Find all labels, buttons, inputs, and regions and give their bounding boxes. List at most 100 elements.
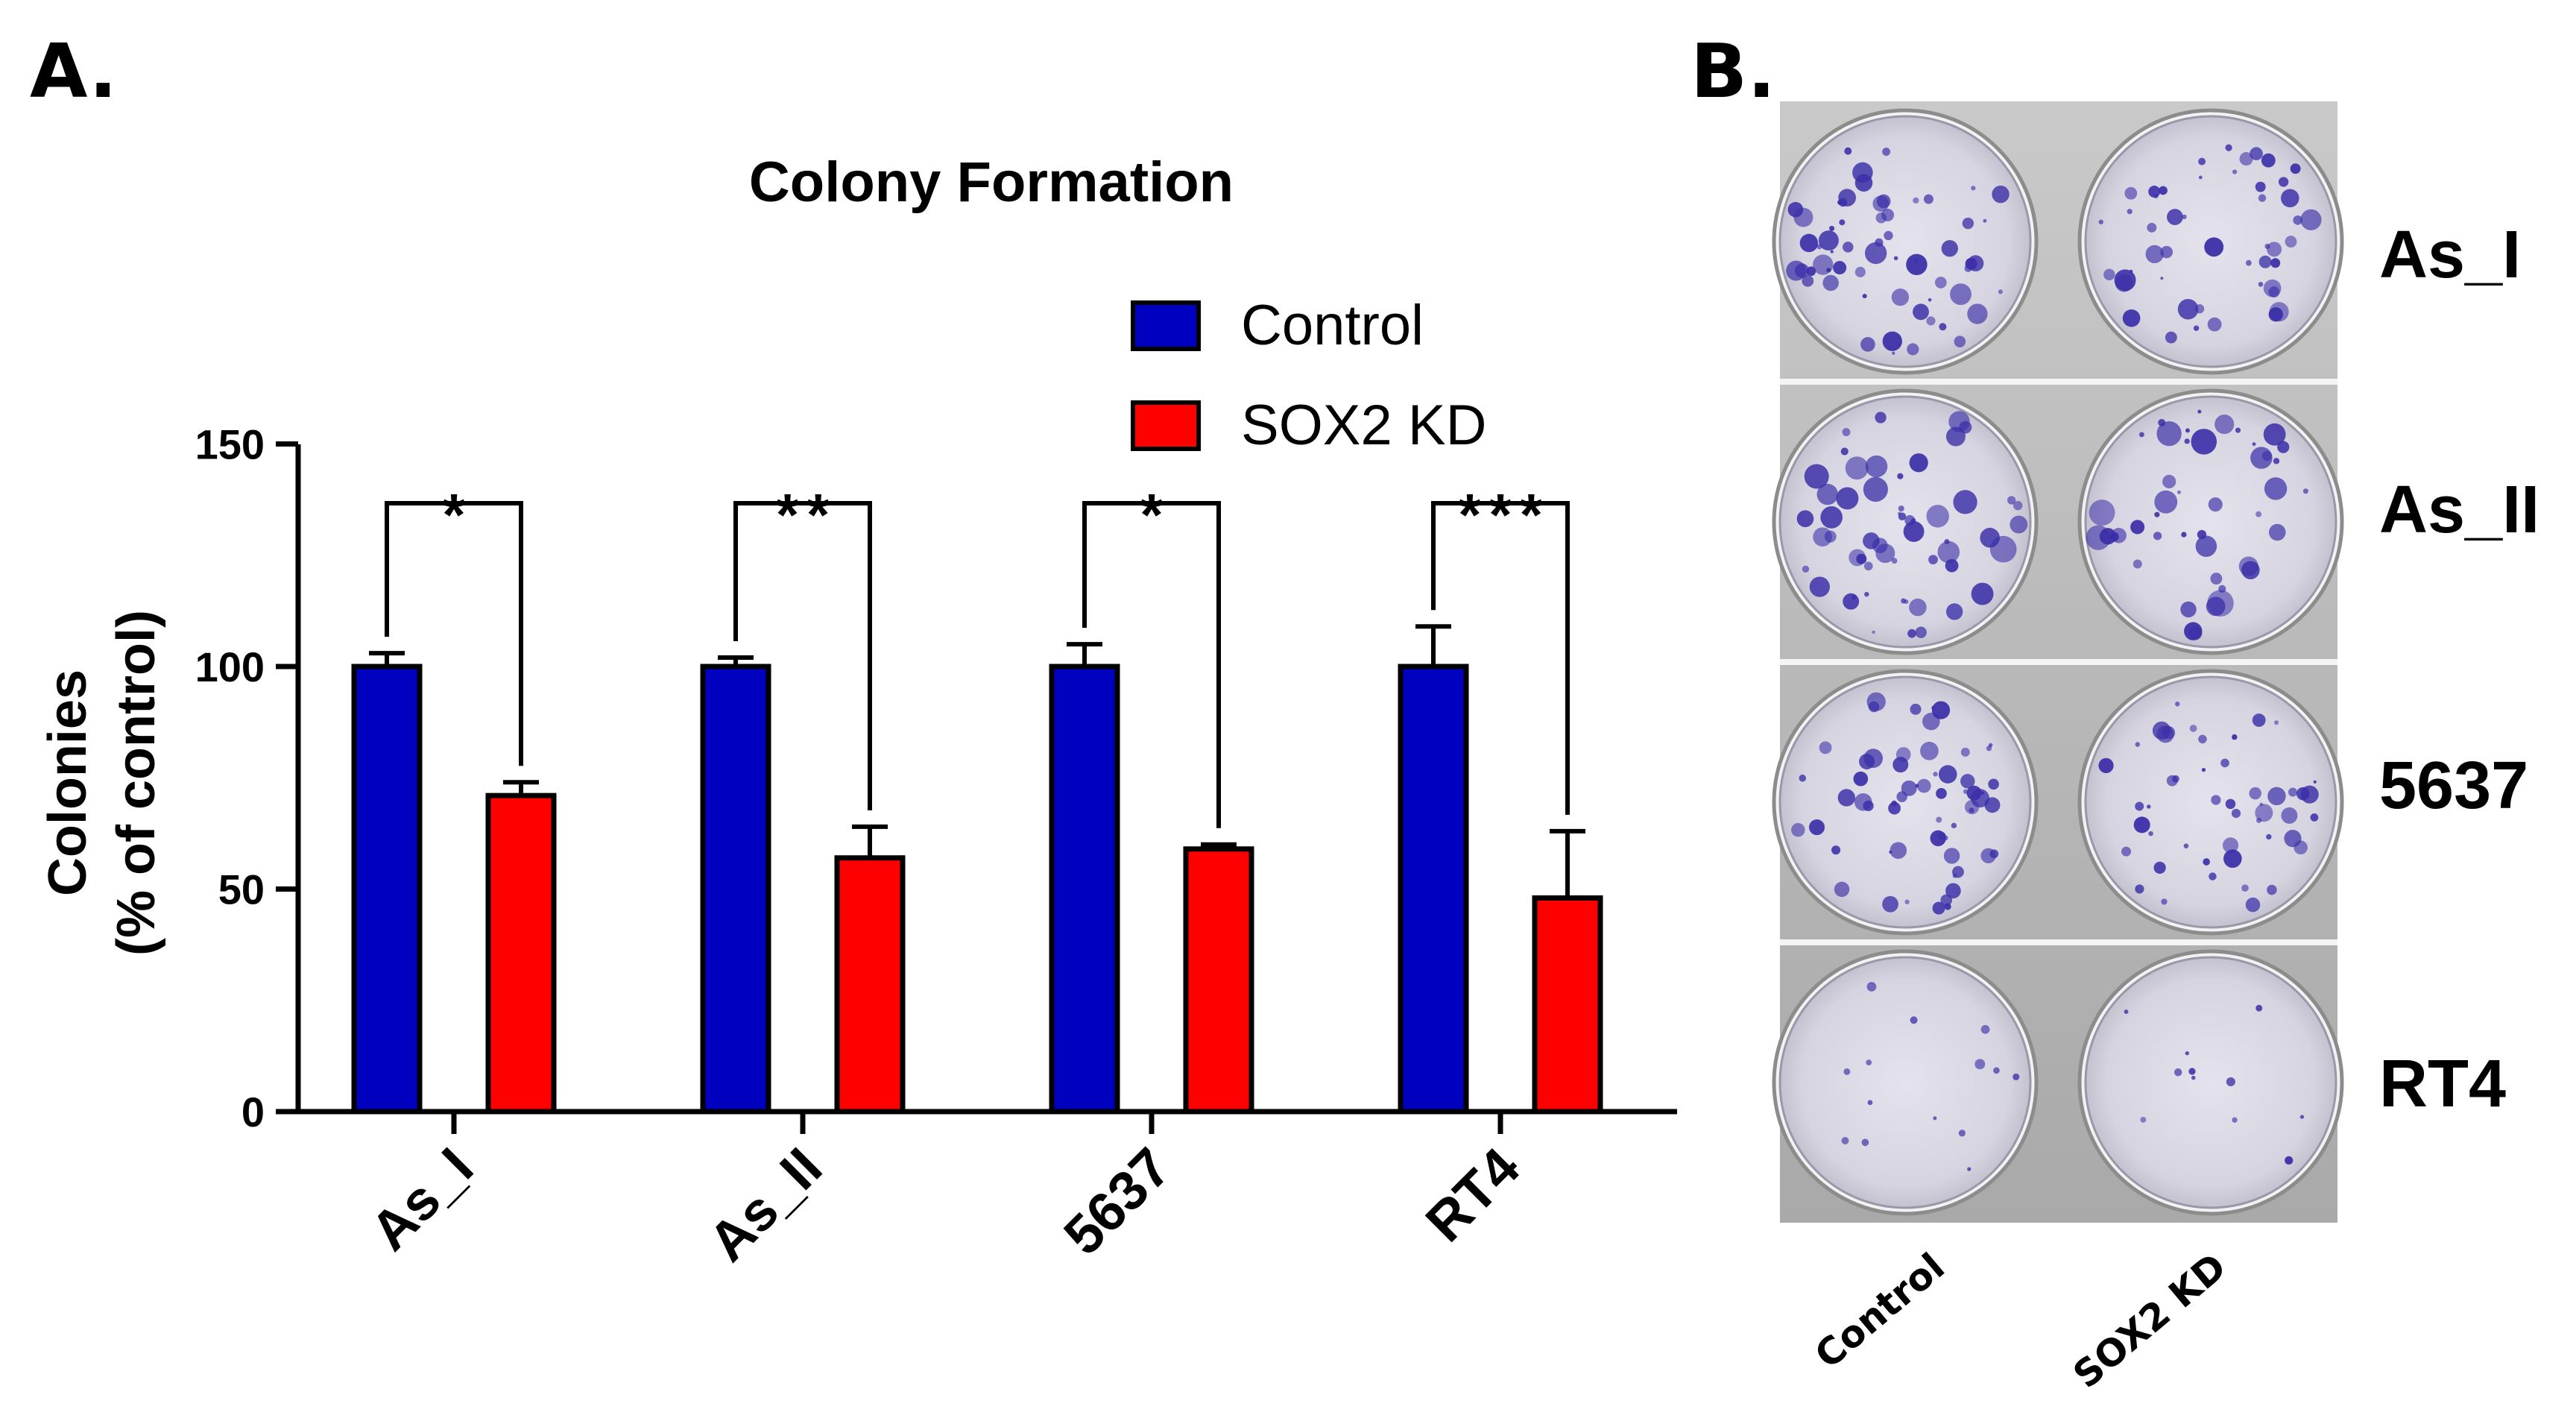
legend: Control SOX2 KD (1131, 294, 1486, 457)
colony-dot (1872, 630, 1875, 634)
colony-dot (1907, 343, 1919, 356)
colony-dot (1799, 233, 1819, 253)
legend-swatch-sox2kd (1131, 400, 1201, 451)
colony-dot (2268, 307, 2283, 322)
bar-sox2-kd-as-i (485, 793, 557, 1115)
colony-dot (2130, 520, 2145, 535)
colony-dot (1910, 703, 1922, 715)
colony-dot (1840, 447, 1849, 456)
colony-dot (2161, 898, 2168, 905)
colony-dot (1864, 591, 1869, 597)
colony-dot (1863, 561, 1873, 571)
colony-dot (1923, 194, 1933, 204)
panel-a: A. Colony Formation Control SOX2 KD Colo… (30, 28, 1677, 1273)
colony-dot (2255, 181, 2266, 192)
colony-dot (2232, 734, 2238, 740)
x-tick-label-as-ii: As_II (697, 1136, 834, 1273)
colony-dot (2235, 427, 2241, 433)
colony-dot (1940, 894, 1953, 907)
colony-dot (2238, 556, 2258, 576)
colony-dot (2239, 152, 2253, 166)
bar-control-as-i (351, 664, 423, 1115)
colony-dot (2166, 775, 2178, 787)
significance-label-as-i: * (442, 482, 473, 548)
colony-dot (1866, 982, 1877, 992)
colony-dot (1993, 1067, 2000, 1074)
colony-dot (1945, 558, 1959, 573)
colony-dot (1901, 780, 1917, 796)
colony-dot (2010, 515, 2028, 534)
row-label-5637: 5637 (2379, 749, 2528, 823)
colony-dot (2207, 317, 2222, 332)
dish-5637-sox2-kd (2084, 675, 2337, 929)
colony-dot (2103, 268, 2115, 281)
panel-b: B. As_I As_II 5637 RT4 Control SOX2 KD (1690, 28, 2539, 1396)
colony-dot (2185, 1051, 2189, 1056)
colony-dot (1786, 260, 1807, 281)
colony-dot (1936, 788, 1947, 799)
legend-label-control: Control (1241, 294, 1424, 357)
colony-dot (2122, 309, 2141, 327)
dish-grid (1772, 108, 2344, 1216)
colony-dot (1950, 283, 1972, 306)
colony-dot (2264, 477, 2288, 500)
colony-dot (1829, 225, 1835, 231)
colony-dot (1965, 257, 1977, 270)
colony-dot (2302, 488, 2308, 494)
colony-dot (1980, 1024, 1990, 1034)
colony-dot (2267, 787, 2286, 806)
colony-dot (1837, 789, 1855, 807)
colony-dot (2160, 277, 2164, 280)
colony-dot (1831, 845, 1841, 855)
colony-dot (1872, 195, 1890, 212)
colony-dot (1833, 261, 1847, 275)
colony-dot (1843, 593, 1860, 610)
colony-dot (2185, 428, 2190, 433)
colony-dot (1969, 807, 1974, 813)
colony-dot (1932, 901, 1945, 915)
colony-dot (1971, 582, 1994, 605)
colony-dot (1882, 331, 1902, 351)
colony-dot (2191, 429, 2217, 455)
colony-dot (1849, 549, 1866, 567)
colony-dot (1875, 543, 1895, 564)
colony-dot (2135, 801, 2144, 811)
colony-dot (1888, 801, 1901, 815)
colony-dot (2268, 523, 2286, 541)
colony-dot (2252, 713, 2266, 727)
colony-dot (1897, 473, 1904, 479)
colony-dot (2270, 258, 2281, 268)
colony-dot (2223, 849, 2242, 869)
colony-dot (2214, 415, 2235, 435)
colony-dot (2159, 186, 2168, 195)
colony-dot (2313, 780, 2317, 784)
y-tick-label: 50 (218, 866, 265, 913)
colony-dot (2208, 497, 2223, 512)
colony-dot (1843, 242, 1854, 253)
colony-dot (2153, 861, 2166, 874)
colony-dot (1971, 186, 1976, 191)
colony-dot (1844, 147, 1852, 155)
colony-dot (1954, 335, 1966, 347)
plot-area: 0 50 100 150 * As_I ** As_II * 5637 *** RT4 (195, 421, 1677, 1273)
colony-dot (1928, 555, 1938, 565)
row-label-as-ii: As_II (2379, 473, 2539, 547)
colony-dot (2189, 725, 2197, 732)
colony-dot (2255, 804, 2273, 822)
colony-dot (2255, 511, 2262, 517)
significance-bracket-as-ii (733, 501, 872, 810)
colony-dot (1939, 323, 1947, 331)
colony-dot (2098, 757, 2114, 773)
panel-a-label: A. (30, 28, 117, 115)
colony-dot (2281, 807, 2298, 824)
colony-dot (1854, 266, 1866, 278)
colony-dot (2124, 186, 2138, 200)
significance-label-rt4: *** (1458, 482, 1550, 548)
legend-label-sox2kd: SOX2 KD (1241, 394, 1486, 457)
colony-dot (2191, 1075, 2196, 1080)
colony-dot (2124, 1009, 2129, 1014)
colony-dot (2188, 1068, 2196, 1075)
colony-dot (2210, 573, 2223, 585)
colony-dot (1895, 747, 1911, 762)
colony-dot (2232, 1117, 2238, 1123)
